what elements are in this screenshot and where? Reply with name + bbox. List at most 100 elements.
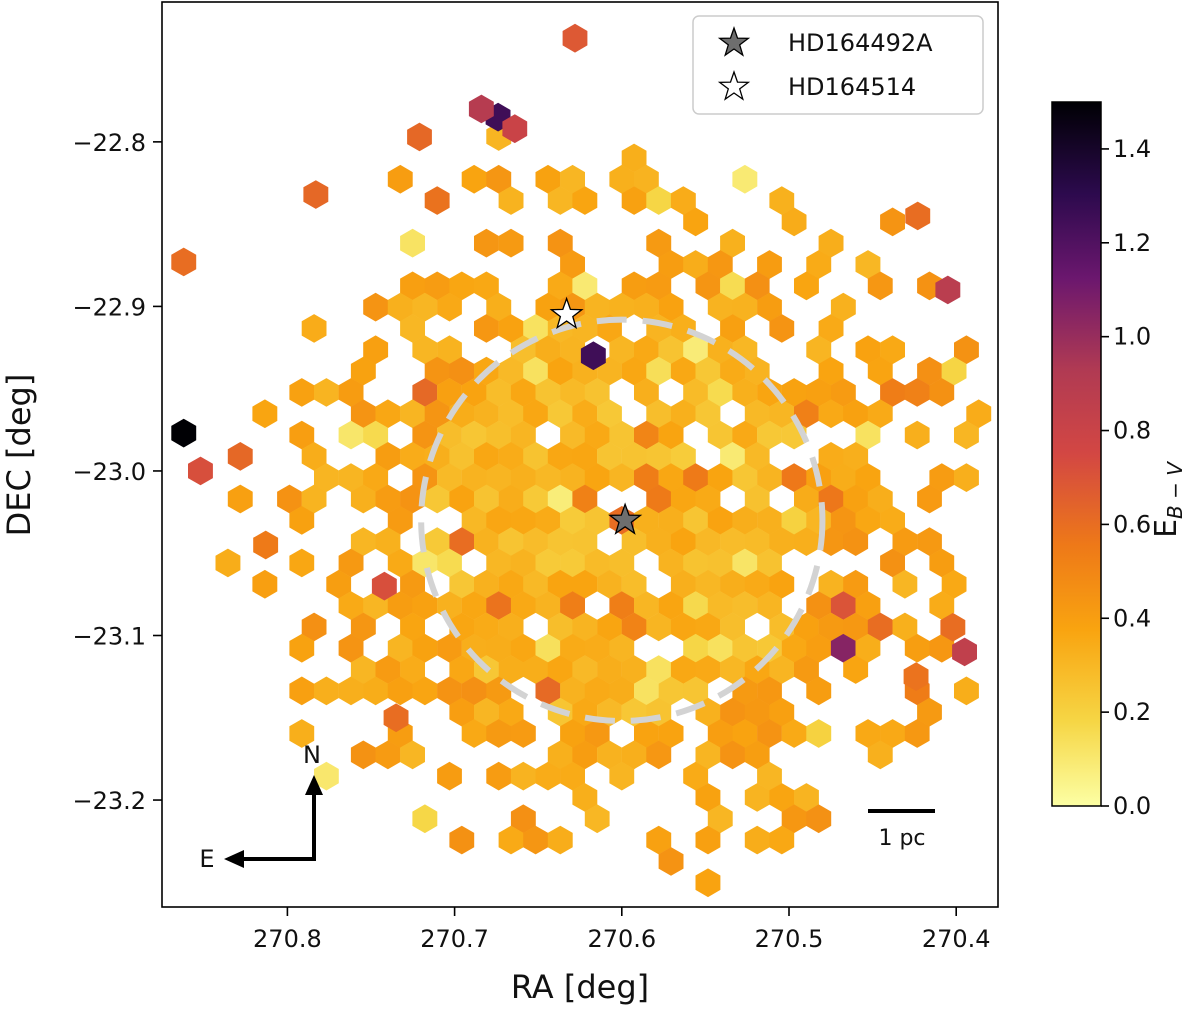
hex-bin bbox=[769, 314, 795, 343]
hex-bin bbox=[449, 442, 475, 471]
hex-bin bbox=[510, 378, 536, 407]
hex-bin bbox=[461, 378, 487, 407]
hex-bin bbox=[806, 335, 832, 365]
hex-bin bbox=[289, 378, 315, 407]
hex-bin bbox=[584, 292, 610, 322]
hex-bin bbox=[474, 314, 499, 343]
hex-bin bbox=[572, 484, 598, 514]
hex-bin bbox=[670, 186, 696, 215]
hex-bin bbox=[560, 420, 585, 450]
hex-bin bbox=[830, 633, 856, 663]
colorbar-tick-label: 1.2 bbox=[1113, 229, 1151, 257]
hex-bin bbox=[646, 612, 672, 642]
hex-bin bbox=[794, 527, 819, 556]
hex-bin bbox=[498, 314, 524, 343]
hex-bin bbox=[412, 548, 438, 578]
hex-bin bbox=[363, 676, 389, 706]
hex-bin bbox=[350, 612, 376, 642]
hex-bin bbox=[560, 335, 585, 365]
hex-bin bbox=[523, 655, 549, 684]
hex-bin bbox=[412, 292, 438, 322]
hex-bin bbox=[621, 612, 647, 642]
hexbin-layer bbox=[171, 23, 992, 898]
hex-bin bbox=[843, 484, 869, 514]
hex-bin bbox=[371, 571, 397, 601]
hex-bin bbox=[855, 250, 881, 279]
hex-bin bbox=[584, 463, 610, 492]
hex-bin bbox=[535, 676, 561, 706]
hex-bin bbox=[474, 228, 499, 258]
hex-bin bbox=[474, 612, 499, 642]
hex-bin bbox=[449, 697, 475, 727]
hex-bin bbox=[929, 463, 955, 492]
hex-bin bbox=[547, 825, 573, 855]
hex-bin bbox=[572, 271, 598, 301]
hex-bin bbox=[474, 527, 499, 556]
hex-bin bbox=[363, 292, 389, 322]
hex-bin bbox=[375, 740, 401, 770]
hex-bin bbox=[498, 484, 524, 514]
hex-bin bbox=[400, 399, 425, 429]
hex-bin bbox=[350, 356, 376, 386]
hex-bin bbox=[794, 271, 819, 301]
hex-bin bbox=[757, 378, 782, 407]
plot-frame bbox=[161, 1, 999, 908]
hex-bin bbox=[449, 356, 475, 386]
hex-bin bbox=[584, 804, 610, 834]
hex-bin bbox=[621, 655, 647, 684]
colorbar-label: EB − V bbox=[1149, 461, 1187, 538]
hex-bin bbox=[584, 378, 610, 407]
hex-bin bbox=[843, 527, 869, 556]
hex-bin bbox=[892, 569, 918, 599]
hex-bin bbox=[732, 420, 758, 450]
hex-bin bbox=[498, 612, 524, 642]
colorbar: 0.0 0.2 0.4 0.6 0.8 1.0 1.2 1.4 EB − V bbox=[1051, 101, 1187, 820]
hex-bin bbox=[523, 825, 549, 855]
hex-bin bbox=[424, 356, 450, 386]
x-axis-label: RA [deg] bbox=[511, 968, 649, 1006]
hex-bin bbox=[670, 612, 696, 642]
hex-bin bbox=[695, 569, 721, 599]
hex-bin bbox=[437, 548, 462, 578]
hex-bin bbox=[535, 164, 561, 194]
hex-bin bbox=[695, 868, 721, 898]
hex-bin bbox=[584, 633, 610, 663]
hex-bin bbox=[707, 378, 733, 407]
hex-bin bbox=[412, 378, 438, 407]
hex-bin bbox=[609, 633, 635, 663]
hex-bin bbox=[917, 484, 942, 514]
hex-bin bbox=[695, 356, 721, 386]
hex-bin bbox=[449, 527, 475, 556]
hex-bin bbox=[171, 418, 197, 448]
hex-bin bbox=[424, 186, 450, 215]
hex-bin bbox=[634, 506, 659, 535]
hex-bin bbox=[498, 569, 524, 599]
hex-bin bbox=[363, 335, 389, 365]
hex-bin bbox=[757, 250, 782, 279]
hex-bin bbox=[904, 420, 930, 450]
hex-bin bbox=[843, 655, 869, 684]
hex-bin bbox=[757, 633, 782, 663]
x-tick-label: 270.5 bbox=[755, 925, 824, 953]
hex-bin bbox=[510, 548, 536, 578]
hex-bin bbox=[486, 506, 512, 535]
hex-bin bbox=[560, 378, 585, 407]
hex-bin bbox=[326, 569, 352, 599]
colorbar-tick-label: 0.6 bbox=[1113, 510, 1151, 538]
hex-bin bbox=[658, 250, 684, 279]
hex-bin bbox=[880, 548, 905, 578]
hex-bin bbox=[523, 527, 549, 556]
hex-bin bbox=[253, 530, 279, 560]
hex-bin bbox=[289, 420, 315, 450]
hex-bin bbox=[683, 591, 709, 620]
hex-bin bbox=[547, 186, 573, 215]
hex-bin bbox=[314, 761, 339, 791]
hex-bin bbox=[510, 420, 536, 450]
hex-bin bbox=[572, 569, 598, 599]
hex-bin bbox=[855, 719, 881, 748]
hex-bin bbox=[474, 271, 499, 301]
hex-bin bbox=[634, 164, 659, 194]
hex-bin bbox=[683, 378, 709, 407]
hex-bin bbox=[707, 804, 733, 834]
hex-bin bbox=[572, 612, 598, 642]
